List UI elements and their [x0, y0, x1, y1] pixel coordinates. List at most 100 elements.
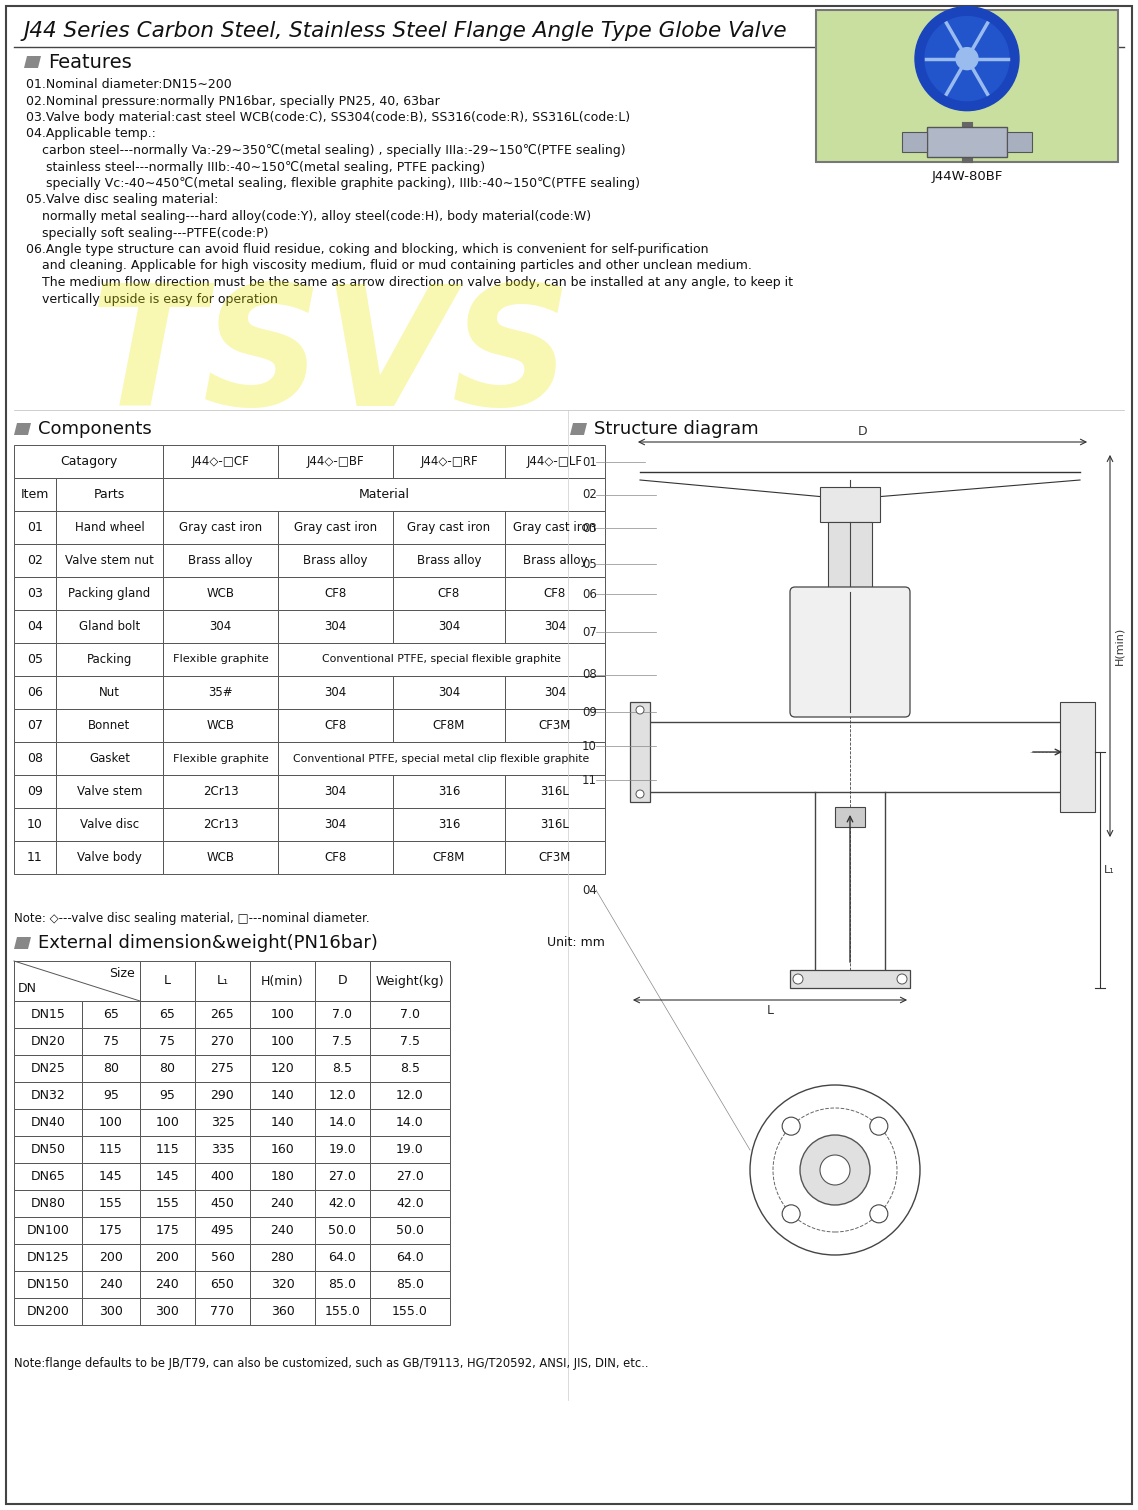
Bar	[250, 1136, 315, 1163]
Circle shape	[925, 17, 1009, 101]
Text: 304: 304	[324, 686, 347, 699]
Text: DN80: DN80	[31, 1197, 66, 1210]
Bar	[82, 1055, 140, 1083]
Bar	[315, 1108, 370, 1136]
Text: J44 Series Carbon Steel, Stainless Steel Flange Angle Type Globe Valve: J44 Series Carbon Steel, Stainless Steel…	[24, 21, 787, 41]
Bar	[278, 577, 393, 610]
Bar	[14, 710, 56, 741]
Bar	[140, 1190, 195, 1217]
Polygon shape	[24, 56, 41, 68]
Text: 300: 300	[156, 1305, 180, 1318]
Bar	[140, 1136, 195, 1163]
Bar	[14, 1028, 82, 1055]
Text: Item: Item	[20, 488, 49, 501]
Bar	[82, 1271, 140, 1299]
Bar	[315, 1083, 370, 1108]
Bar	[630, 702, 650, 802]
Bar	[14, 1217, 82, 1244]
Text: 95: 95	[159, 1089, 175, 1102]
Bar	[370, 1108, 450, 1136]
Bar	[250, 1271, 315, 1299]
Bar	[278, 741, 605, 775]
Text: 300: 300	[99, 1305, 123, 1318]
Text: 140: 140	[271, 1116, 295, 1129]
Bar	[315, 1271, 370, 1299]
Bar	[370, 1299, 450, 1324]
Text: Features: Features	[48, 53, 132, 71]
Circle shape	[636, 707, 644, 714]
Bar	[370, 1244, 450, 1271]
Bar	[250, 1299, 315, 1324]
Text: DN40: DN40	[31, 1116, 66, 1129]
Bar	[278, 808, 393, 841]
Bar	[505, 577, 605, 610]
Bar	[140, 1028, 195, 1055]
Bar	[315, 1055, 370, 1083]
Text: 42.0: 42.0	[396, 1197, 423, 1210]
Circle shape	[897, 974, 907, 985]
Bar	[1059, 702, 1095, 812]
Bar	[315, 1244, 370, 1271]
Bar	[278, 841, 393, 874]
Circle shape	[915, 6, 1019, 110]
Bar	[195, 1055, 250, 1083]
Text: 100: 100	[271, 1009, 295, 1021]
Bar	[195, 1001, 250, 1028]
Circle shape	[782, 1205, 800, 1223]
Bar	[505, 808, 605, 841]
Bar	[505, 510, 605, 544]
Bar	[250, 960, 315, 1001]
Text: 03: 03	[582, 521, 596, 535]
Bar	[14, 960, 140, 1001]
Bar	[163, 808, 278, 841]
Bar	[250, 1108, 315, 1136]
Text: 01: 01	[582, 456, 596, 468]
Bar	[14, 577, 56, 610]
Text: Flexible graphite: Flexible graphite	[173, 654, 269, 664]
Text: DN150: DN150	[26, 1277, 69, 1291]
Bar	[278, 510, 393, 544]
Text: The medium flow direction must be the same as arrow direction on valve body, can: The medium flow direction must be the sa…	[26, 276, 793, 288]
Text: 304: 304	[324, 818, 347, 831]
Text: specially Vc:-40∼450℃(metal sealing, flexible graphite packing), IIIb:-40∼150℃(P: specially Vc:-40∼450℃(metal sealing, fle…	[26, 177, 640, 190]
Bar	[195, 960, 250, 1001]
Bar	[56, 643, 163, 676]
Bar	[163, 510, 278, 544]
Text: 7.0: 7.0	[332, 1009, 353, 1021]
Text: Packing gland: Packing gland	[68, 587, 150, 599]
Text: Conventional PTFE, special flexible graphite: Conventional PTFE, special flexible grap…	[322, 654, 561, 664]
Bar	[315, 1136, 370, 1163]
Text: DN25: DN25	[31, 1062, 66, 1075]
Text: CF3M: CF3M	[538, 719, 571, 732]
Text: L: L	[164, 974, 171, 988]
Text: 09: 09	[27, 785, 43, 797]
Bar	[56, 841, 163, 874]
Bar	[140, 1271, 195, 1299]
Text: 175: 175	[99, 1225, 123, 1237]
Text: 115: 115	[99, 1143, 123, 1157]
Bar	[82, 1001, 140, 1028]
Text: J44◇-□BF: J44◇-□BF	[306, 455, 364, 468]
Bar	[14, 479, 56, 510]
Bar	[315, 1163, 370, 1190]
Bar	[82, 1217, 140, 1244]
Text: 64.0: 64.0	[329, 1250, 356, 1264]
Bar	[250, 1217, 315, 1244]
Text: 450: 450	[211, 1197, 234, 1210]
Text: 316L: 316L	[541, 785, 569, 797]
Bar	[505, 841, 605, 874]
Text: CF8: CF8	[438, 587, 460, 599]
Text: 11: 11	[582, 773, 597, 787]
Bar	[250, 1083, 315, 1108]
Bar	[140, 1055, 195, 1083]
Text: 02.Nominal pressure:normally PN16bar, specially PN25, 40, 63bar: 02.Nominal pressure:normally PN16bar, sp…	[26, 95, 439, 107]
Text: 10: 10	[27, 818, 43, 831]
Text: Hand wheel: Hand wheel	[75, 521, 145, 535]
Bar	[140, 1244, 195, 1271]
Text: 316: 316	[438, 785, 460, 797]
Bar	[195, 1299, 250, 1324]
Bar	[393, 808, 505, 841]
Text: 155.0: 155.0	[324, 1305, 361, 1318]
Bar	[278, 445, 393, 479]
Text: Unit: mm: Unit: mm	[547, 936, 605, 950]
